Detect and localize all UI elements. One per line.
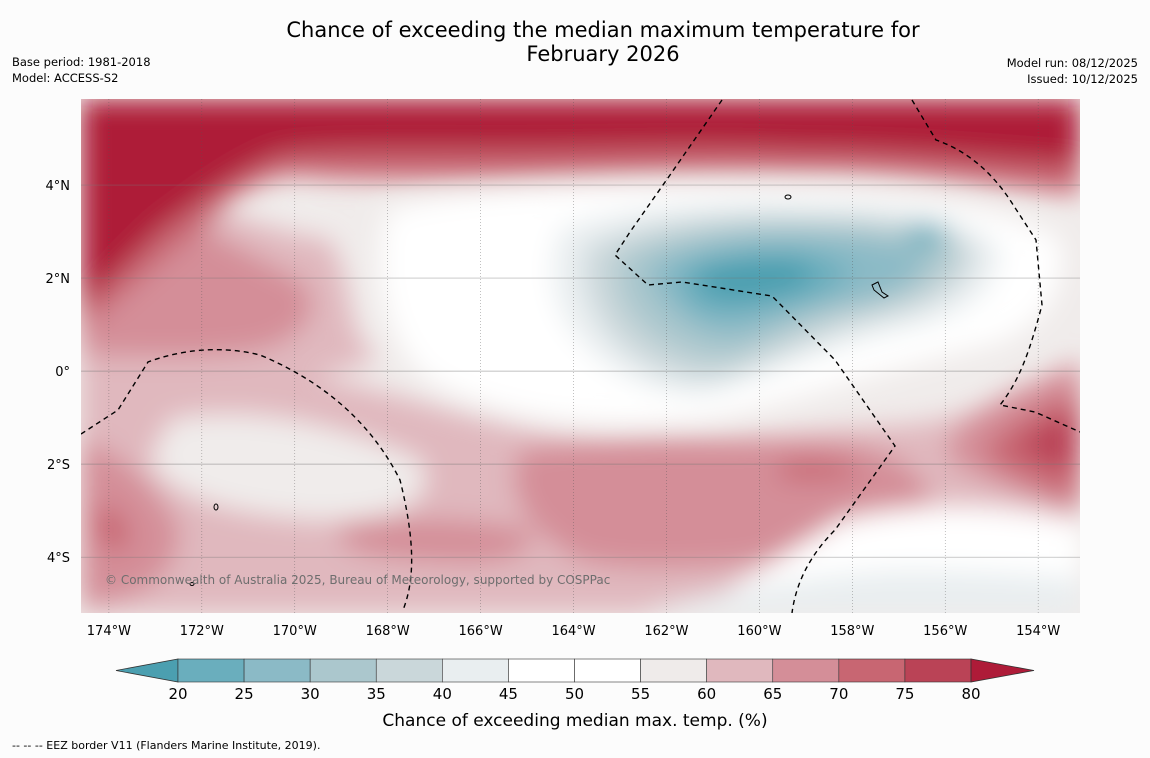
latitude-label: 4°S — [47, 551, 70, 566]
eez-border-west — [81, 348, 413, 611]
chart-title-line2: February 2026 — [526, 42, 680, 66]
island-outline — [784, 194, 792, 200]
colorbar-tick-label: 75 — [895, 685, 914, 703]
colorbar-segment — [375, 658, 443, 683]
longitude-label: 170°W — [273, 624, 317, 639]
model-text: Model: ACCESS-S2 — [12, 71, 119, 85]
island-outline — [871, 281, 889, 299]
colorbar-segment — [904, 658, 972, 683]
graticule — [81, 99, 1080, 613]
colorbar-tick-label: 45 — [499, 685, 518, 703]
colorbar-segment — [772, 658, 840, 683]
colorbar-extend-low — [115, 658, 179, 683]
colorbar-tick-label: 35 — [367, 685, 386, 703]
colorbar-segment — [243, 658, 311, 683]
longitude-label: 158°W — [830, 624, 874, 639]
longitude-labels: 174°W 172°W 170°W 168°W 166°W 164°W 162°W 160°W… — [87, 624, 1061, 639]
longitude-label: 174°W — [87, 624, 131, 639]
chart-title-line1: Chance of exceeding the median maximum t… — [286, 18, 920, 42]
longitude-label: 168°W — [366, 624, 410, 639]
colorbar-ticks: 20 25 30 35 40 45 50 55 60 65 70 75 80 — [168, 685, 980, 703]
map-plot: © Commonwealth of Australia 2025, Bureau… — [81, 99, 1080, 613]
colorbar-tick-label: 40 — [433, 685, 452, 703]
latitude-labels: 4°N 2°N 0° 2°S 4°S — [46, 179, 71, 566]
island-outline — [189, 582, 195, 586]
latitude-label: 2°S — [47, 458, 70, 473]
base-period-text: Base period: 1981-2018 — [12, 55, 151, 69]
colorbar-segment — [442, 658, 509, 683]
colorbar-tick-label: 70 — [829, 685, 848, 703]
colorbar-segment — [508, 658, 575, 683]
longitude-label: 172°W — [180, 624, 224, 639]
model-run-text: Model run: 08/12/2025 — [1006, 56, 1138, 70]
colorbar-tick-label: 30 — [301, 685, 320, 703]
eez-footnote: -- -- -- EEZ border V11 (Flanders Marine… — [12, 739, 321, 752]
meta-left: Base period: 1981-2018 Model: ACCESS-S2 — [12, 54, 151, 86]
colorbar-label: Chance of exceeding median max. temp. (%… — [382, 711, 767, 731]
probability-field — [81, 99, 1080, 613]
longitude-label: 154°W — [1016, 624, 1060, 639]
colorbar-segment — [838, 658, 906, 683]
colorbar-tick-label: 25 — [235, 685, 254, 703]
eez-border-central — [614, 99, 896, 613]
colorbar-segment — [309, 658, 377, 683]
island-outline — [213, 503, 219, 511]
longitude-label: 166°W — [459, 624, 503, 639]
copyright-text: © Commonwealth of Australia 2025, Bureau… — [105, 573, 610, 587]
colorbar-segment — [177, 658, 245, 683]
longitude-label: 164°W — [551, 624, 595, 639]
colorbar — [115, 658, 1035, 683]
eez-border-east — [911, 99, 1080, 433]
latitude-label: 4°N — [46, 179, 71, 194]
eez-borders — [81, 99, 1080, 613]
colorbar-tick-label: 60 — [697, 685, 716, 703]
latitude-label: 0° — [55, 365, 70, 380]
longitude-label: 162°W — [644, 624, 688, 639]
colorbar-tick-label: 20 — [168, 685, 187, 703]
colorbar-tick-label: 50 — [565, 685, 584, 703]
colorbar-segment — [706, 658, 774, 683]
longitude-label: 160°W — [737, 624, 781, 639]
colorbar-segment — [574, 658, 641, 683]
colorbar-tick-label: 65 — [763, 685, 782, 703]
issued-text: Issued: 10/12/2025 — [1027, 72, 1138, 86]
colorbar-segment — [640, 658, 707, 683]
meta-right: Model run: 08/12/2025 Issued: 10/12/2025 — [1007, 55, 1138, 87]
colorbar-extend-high — [970, 658, 1035, 683]
islands — [189, 194, 889, 586]
latitude-label: 2°N — [46, 272, 71, 287]
longitude-label: 156°W — [923, 624, 967, 639]
colorbar-tick-label: 55 — [631, 685, 650, 703]
chart-title: Chance of exceeding the median maximum t… — [0, 18, 1150, 66]
colorbar-tick-label: 80 — [961, 685, 980, 703]
